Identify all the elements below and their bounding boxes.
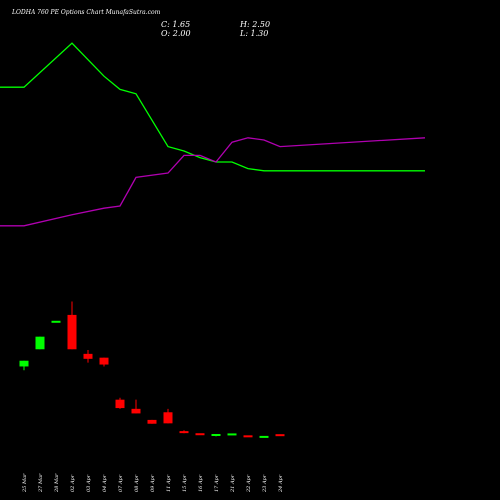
candle-07-apr	[115, 397, 125, 409]
candle-22-apr	[243, 435, 253, 438]
candle-03-apr	[83, 350, 93, 363]
candle-body	[83, 353, 93, 359]
candle-27-mar	[35, 336, 45, 350]
chart-title: LODHA 760 PE Options Chart MunafaSutra.c…	[11, 9, 161, 16]
candle-15-apr	[179, 430, 189, 434]
close-value: C: 1.65	[161, 20, 190, 29]
candle-25-mar	[19, 360, 29, 371]
x-tick-label: 08 Apr	[134, 474, 140, 492]
candlesticks	[19, 301, 285, 438]
x-tick-label: 15 Apr	[182, 474, 188, 492]
candle-11-apr	[163, 408, 173, 424]
x-tick-label: 25 Mar	[22, 473, 28, 493]
high-value: H: 2.50	[239, 20, 270, 29]
candle-body	[67, 314, 77, 350]
candle-28-mar	[51, 320, 61, 323]
x-tick-label: 03 Apr	[86, 474, 92, 492]
x-tick-label: 04 Apr	[102, 474, 108, 492]
x-tick-label: 27 Mar	[38, 473, 44, 493]
x-axis-ticks: 25 Mar 27 Mar 28 Mar 02 Apr 03 Apr 04 Apr 07 A…	[22, 473, 284, 493]
candle-body	[243, 435, 253, 438]
x-tick-label: 28 Mar	[54, 473, 60, 493]
candle-body	[147, 419, 157, 424]
candle-09-apr	[147, 419, 157, 424]
x-tick-label: 16 Apr	[198, 474, 204, 492]
x-tick-label: 11 Apr	[166, 474, 172, 492]
candle-body	[51, 320, 61, 323]
candle-21-apr	[227, 433, 237, 436]
x-tick-label: 22 Apr	[246, 474, 252, 493]
x-tick-label: 23 Apr	[262, 474, 268, 493]
candle-body	[179, 431, 189, 434]
candle-08-apr	[131, 399, 141, 414]
open-value: O: 2.00	[161, 29, 191, 38]
candle-body	[227, 433, 237, 436]
candle-body	[115, 399, 125, 409]
candle-04-apr	[99, 357, 109, 367]
candle-body	[131, 408, 141, 414]
candle-body	[195, 433, 205, 436]
candle-23-apr	[259, 435, 269, 438]
candle-16-apr	[195, 433, 205, 436]
candle-body	[19, 360, 29, 367]
x-tick-label: 07 Apr	[118, 474, 124, 492]
x-tick-label: 21 Apr	[230, 474, 236, 493]
candle-24-apr	[275, 434, 285, 437]
candle-body	[35, 336, 45, 350]
candle-body	[99, 357, 109, 365]
candle-body	[275, 434, 285, 437]
candle-body	[211, 433, 221, 436]
indicator-lines	[0, 42, 426, 227]
indicator-line-1	[0, 42, 425, 172]
x-tick-label: 24 Apr	[278, 474, 284, 493]
x-tick-label: 17 Apr	[214, 474, 220, 492]
candle-17-apr	[211, 433, 221, 437]
candle-body	[259, 435, 269, 438]
x-tick-label: 09 Apr	[150, 474, 156, 492]
candle-02-apr	[67, 301, 77, 350]
x-tick-label: 02 Apr	[70, 474, 76, 492]
low-value: L: 1.30	[239, 29, 268, 38]
indicator-line-2	[0, 137, 426, 227]
candle-body	[163, 412, 173, 424]
